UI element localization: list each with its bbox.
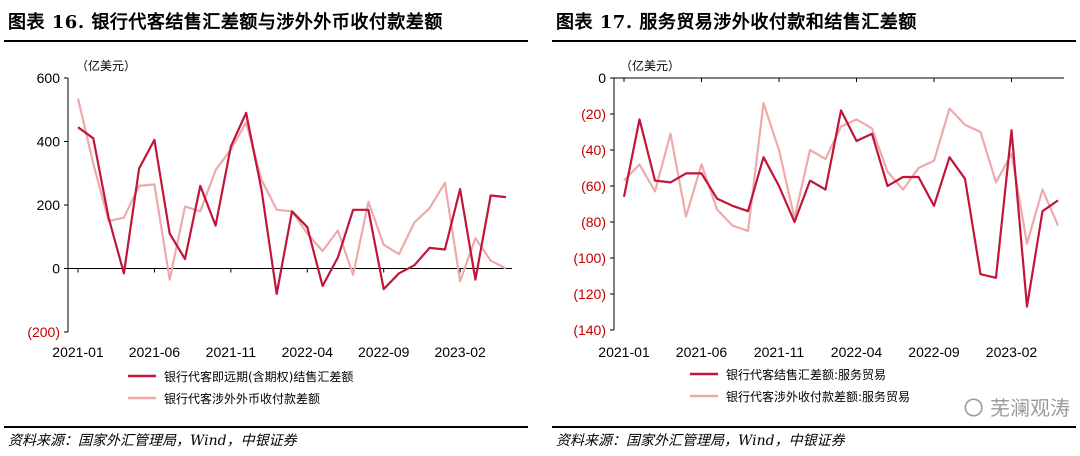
unit-label: （亿美元） — [76, 58, 136, 73]
chart-title: 图表 17. 服务贸易涉外收付款和结售汇差额 — [556, 12, 917, 33]
x-tick-label: 2021-01 — [52, 344, 104, 360]
legend-label: 银行代客涉外收付款差额:服务贸易 — [726, 389, 910, 404]
y-tick-label: 400 — [37, 134, 61, 150]
y-tick-label: (40) — [581, 142, 606, 158]
right-chart-panel: 图表 17. 服务贸易涉外收付款和结售汇差额 （亿美元） 0 (20) (40) (60… — [548, 0, 1080, 456]
x-tick-label: 2021-06 — [676, 344, 728, 360]
y-tick-label: 200 — [37, 197, 61, 213]
y-tick-label: 600 — [37, 70, 61, 86]
chart-title: 图表 16. 银行代客结售汇差额与涉外外币收付款差额 — [8, 12, 443, 33]
y-tick-label: (20) — [581, 106, 606, 122]
series-line-1 — [77, 111, 507, 295]
source-rule — [4, 426, 528, 428]
legend-label: 银行代客即远期(含期权)结售汇差额 — [164, 369, 353, 384]
source-note: 资料来源：国家外汇管理局，Wind，中银证券 — [556, 433, 845, 449]
y-tick-label: (100) — [573, 250, 606, 266]
x-tick-label: 2021-11 — [754, 344, 805, 360]
left-line-chart: （亿美元） 600 400 200 0 (200) 2021-01 2021-06 2021-1… — [27, 58, 512, 406]
y-tick-label: (200) — [27, 324, 60, 340]
series-line-1 — [622, 109, 1059, 308]
left-chart-panel: 图表 16. 银行代客结售汇差额与涉外外币收付款差额 （亿美元） 600 400 20… — [0, 0, 532, 456]
x-tick-label: 2022-04 — [831, 344, 883, 360]
unit-label: （亿美元） — [620, 58, 680, 73]
y-tick-label: (60) — [581, 178, 606, 194]
x-tick-label: 2022-04 — [282, 344, 334, 360]
x-tick-label: 2023-02 — [986, 344, 1038, 360]
x-tick-label: 2022-09 — [358, 344, 410, 360]
y-tick-label: (140) — [573, 322, 606, 338]
right-line-chart: （亿美元） 0 (20) (40) (60) (80) (100) (120) (140) 202… — [573, 58, 1064, 404]
y-tick-label: (80) — [581, 214, 606, 230]
series-line-2 — [623, 102, 1060, 245]
legend-label: 银行代客结售汇差额:服务贸易 — [726, 367, 886, 382]
x-tick-label: 2022-09 — [908, 344, 960, 360]
series-line-2 — [76, 98, 507, 283]
x-tick-label: 2021-06 — [129, 344, 181, 360]
y-tick-label: 0 — [598, 70, 606, 86]
title-rule — [4, 40, 528, 42]
source-note: 资料来源：国家外汇管理局，Wind，中银证券 — [8, 433, 297, 449]
x-tick-label: 2023-02 — [434, 344, 486, 360]
legend-label: 银行代客涉外外币收付款差额 — [164, 391, 320, 406]
y-tick-label: (120) — [573, 286, 606, 302]
source-rule — [552, 426, 1076, 428]
y-tick-label: 0 — [52, 261, 60, 277]
x-tick-label: 2021-11 — [206, 344, 257, 360]
title-rule — [552, 40, 1076, 42]
x-tick-label: 2021-01 — [598, 344, 650, 360]
watermark-logo: 〇 芜澜观涛 — [963, 396, 1070, 420]
